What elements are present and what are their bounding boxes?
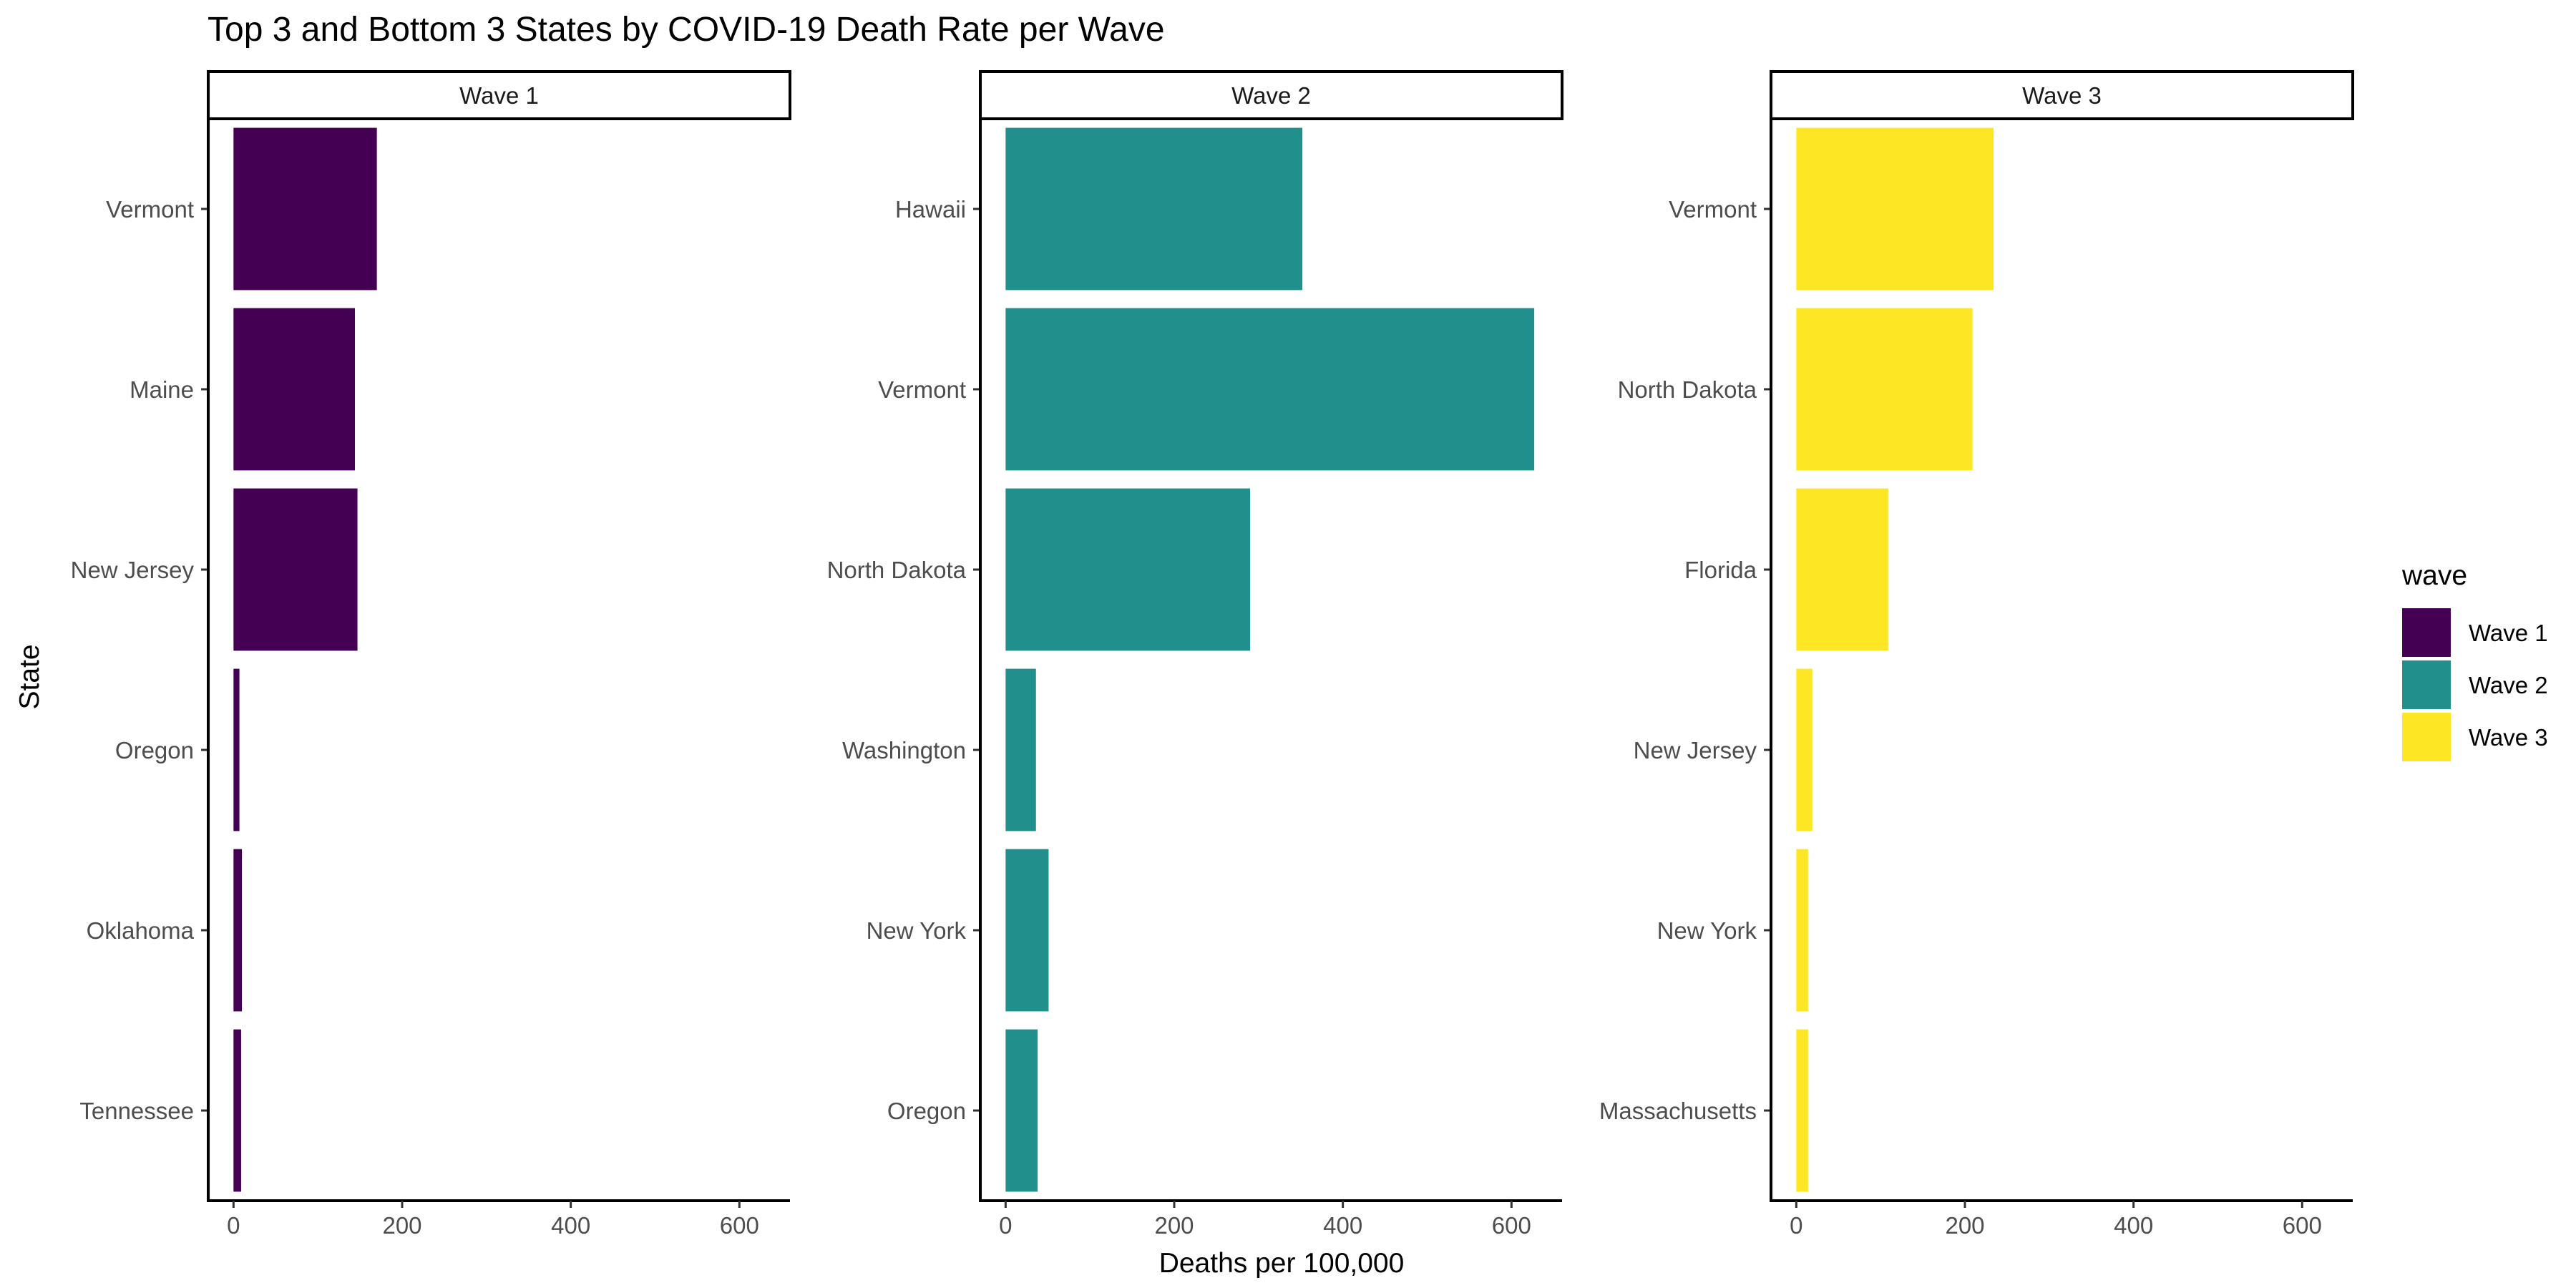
y-tick-label: Oregon [887, 1098, 966, 1124]
y-tick-label: New York [867, 917, 967, 944]
legend-title: wave [2401, 560, 2467, 591]
y-tick-label: New Jersey [71, 557, 195, 583]
legend-swatch-2 [2402, 660, 2451, 709]
y-axis-title: State [14, 644, 45, 709]
bar-new-york [1796, 849, 1808, 1012]
bar-vermont [1005, 308, 1535, 471]
bar-hawaii [1005, 127, 1303, 291]
x-tick-label: 200 [1945, 1212, 1984, 1239]
y-tick-label: Vermont [106, 196, 194, 223]
legend: wave Wave 1 Wave 2 Wave 3 [2401, 560, 2548, 761]
legend-label: Wave 1 [2469, 620, 2548, 646]
y-tick-label: Oklahoma [87, 917, 195, 944]
bar-oregon [233, 668, 240, 831]
x-tick-label: 400 [1323, 1212, 1362, 1239]
x-tick-label: 400 [2114, 1212, 2153, 1239]
y-tick-label: Florida [1684, 557, 1757, 583]
legend-swatch-1 [2402, 608, 2451, 657]
bar-tennessee [233, 1029, 241, 1192]
facet-strip [1770, 70, 2354, 120]
y-tick-label: New Jersey [1634, 737, 1757, 763]
y-tick-label: New York [1657, 917, 1757, 944]
bar-north-dakota [1796, 308, 1973, 471]
y-tick-label: Oregon [115, 737, 194, 763]
bar-maine [233, 308, 356, 471]
x-tick-label: 600 [2283, 1212, 2322, 1239]
facet-panel-1: Wave 1 Vermont Maine New Jersey Oregon Oklaho… [71, 70, 791, 1239]
y-tick-label: Washington [842, 737, 966, 763]
facets-layer: Wave 1 Vermont Maine New Jersey Oregon Oklaho… [71, 70, 2354, 1239]
bar-oklahoma [233, 849, 243, 1012]
facet-strip-label: Wave 3 [2022, 82, 2102, 109]
bar-new-york [1005, 849, 1049, 1012]
x-tick-label: 0 [1790, 1212, 1802, 1239]
chart-title: Top 3 and Bottom 3 States by COVID-19 De… [208, 11, 1165, 49]
legend-label: Wave 3 [2469, 724, 2548, 751]
y-tick-label: North Dakota [1618, 376, 1757, 403]
x-tick-label: 200 [1154, 1212, 1194, 1239]
facet-panel-2: Wave 2 Hawaii Vermont North Dakota Washingto… [827, 70, 1563, 1239]
bar-oregon [1005, 1029, 1038, 1192]
facet-strip-label: Wave 2 [1231, 82, 1311, 109]
x-axis-title: Deaths per 100,000 [1159, 1248, 1405, 1279]
y-tick-label: Tennessee [79, 1098, 194, 1124]
x-tick-label: 0 [227, 1212, 240, 1239]
x-tick-label: 600 [1492, 1212, 1531, 1239]
bar-florida [1796, 488, 1888, 651]
legend-label: Wave 2 [2469, 672, 2548, 698]
bar-vermont [1796, 127, 1994, 291]
x-tick-label: 0 [999, 1212, 1012, 1239]
y-tick-label: Maine [130, 376, 194, 403]
x-tick-label: 600 [720, 1212, 759, 1239]
legend-swatch-3 [2402, 713, 2451, 761]
y-tick-label: North Dakota [827, 557, 967, 583]
facet-panel-3: Wave 3 Vermont North Dakota Florida New Jers… [1599, 70, 2354, 1239]
bar-new-jersey [233, 488, 358, 651]
x-tick-label: 200 [382, 1212, 421, 1239]
facet-strip-label: Wave 1 [459, 82, 539, 109]
facet-strip [979, 70, 1563, 120]
bar-vermont [233, 127, 377, 291]
x-tick-label: 400 [551, 1212, 590, 1239]
y-tick-label: Vermont [1669, 196, 1757, 223]
facet-strip [207, 70, 791, 120]
legend-entries: Wave 1 Wave 2 Wave 3 [2402, 608, 2548, 761]
bar-north-dakota [1005, 488, 1251, 651]
bar-massachusetts [1796, 1029, 1808, 1192]
bar-washington [1005, 668, 1036, 831]
y-tick-label: Vermont [878, 376, 966, 403]
bar-new-jersey [1796, 668, 1813, 831]
y-tick-label: Hawaii [895, 196, 966, 223]
y-tick-label: Massachusetts [1599, 1098, 1757, 1124]
